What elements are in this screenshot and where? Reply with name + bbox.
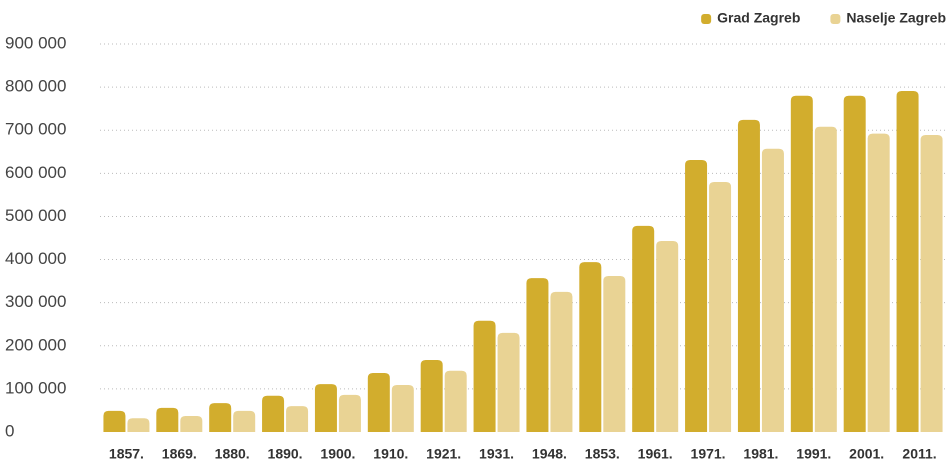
bar bbox=[867, 133, 890, 432]
y-tick-label: 900 000 bbox=[5, 33, 66, 52]
bar bbox=[103, 410, 126, 432]
y-tick-label: 400 000 bbox=[5, 249, 66, 268]
bar bbox=[391, 385, 414, 432]
bar bbox=[685, 159, 708, 433]
x-tick-label: 1890. bbox=[268, 446, 303, 462]
y-tick-label: 0 bbox=[5, 421, 14, 440]
bar bbox=[920, 134, 943, 432]
bar bbox=[156, 407, 179, 432]
bar bbox=[550, 291, 573, 432]
bar bbox=[233, 410, 256, 432]
y-tick-label: 300 000 bbox=[5, 292, 66, 311]
bar bbox=[761, 148, 784, 432]
bar bbox=[209, 403, 232, 432]
bar bbox=[444, 370, 467, 432]
x-tick-label: 1991. bbox=[796, 446, 831, 462]
x-tick-label: 1971. bbox=[691, 446, 726, 462]
x-tick-label: 1869. bbox=[162, 446, 197, 462]
x-tick-label: 1981. bbox=[743, 446, 778, 462]
bar bbox=[473, 320, 496, 432]
legend-label: Grad Zagreb bbox=[717, 10, 800, 26]
x-tick-label: 1900. bbox=[320, 446, 355, 462]
bar bbox=[737, 119, 760, 433]
bar bbox=[497, 332, 520, 432]
bar bbox=[262, 395, 285, 432]
x-tick-label: 1921. bbox=[426, 446, 461, 462]
x-tick-label: 1853. bbox=[585, 446, 620, 462]
bar bbox=[579, 262, 602, 432]
x-tick-label: 1857. bbox=[109, 446, 144, 462]
y-tick-label: 200 000 bbox=[5, 335, 66, 354]
bar bbox=[656, 241, 679, 432]
bar bbox=[790, 95, 813, 432]
bar bbox=[180, 416, 203, 432]
bar bbox=[338, 394, 361, 432]
x-tick-label: 2011. bbox=[902, 446, 936, 462]
y-tick-label: 800 000 bbox=[5, 77, 66, 96]
y-tick-label: 500 000 bbox=[5, 206, 66, 225]
legend-label: Naselje Zagreb bbox=[846, 10, 946, 26]
bar bbox=[843, 95, 866, 432]
bar bbox=[526, 278, 549, 432]
x-tick-label: 1961. bbox=[638, 446, 673, 462]
bar bbox=[632, 225, 655, 432]
bar bbox=[127, 418, 150, 432]
bar bbox=[814, 126, 837, 433]
bar bbox=[603, 275, 626, 432]
y-tick-label: 700 000 bbox=[5, 120, 66, 139]
x-tick-label: 1910. bbox=[373, 446, 408, 462]
legend-swatch bbox=[701, 14, 712, 24]
y-tick-label: 600 000 bbox=[5, 163, 66, 182]
bar bbox=[367, 372, 390, 432]
y-tick-label: 100 000 bbox=[5, 378, 66, 397]
x-tick-label: 2001. bbox=[849, 446, 884, 462]
bar bbox=[896, 90, 919, 432]
bar bbox=[420, 360, 443, 432]
x-tick-label: 1948. bbox=[532, 446, 567, 462]
x-tick-label: 1931. bbox=[479, 446, 514, 462]
bar bbox=[709, 181, 732, 432]
bar bbox=[314, 384, 337, 432]
x-tick-label: 1880. bbox=[215, 446, 250, 462]
legend-swatch bbox=[830, 14, 841, 24]
bar bbox=[286, 406, 309, 432]
